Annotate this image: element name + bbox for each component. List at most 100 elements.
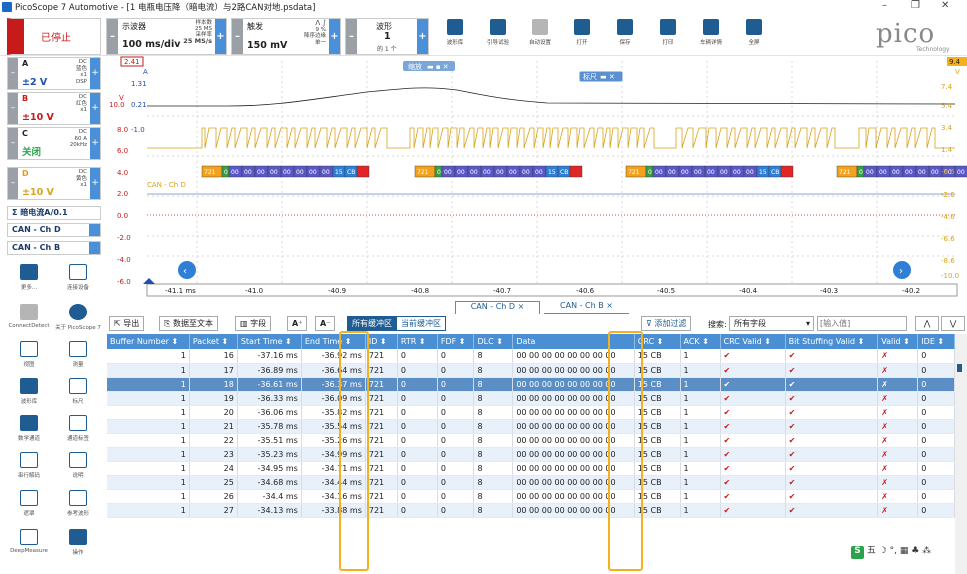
channel-c-range[interactable]: 关闭	[22, 147, 42, 158]
stop-button[interactable]: 已停止	[7, 18, 101, 55]
measure-button[interactable]: 测量	[54, 341, 102, 368]
scope-view[interactable]: 721 0 00 00 00 00 00 00 00 00 15 CB 721 0 00 00 00 00 00 00…	[107, 56, 967, 299]
guided-test-button[interactable]: 引导试验	[480, 18, 516, 48]
timebase-decrease-button[interactable]: –	[107, 19, 118, 54]
channel-d-increase[interactable]: +	[90, 168, 100, 199]
table-row[interactable]: 1 22 -35.51 ms -35.26 ms 721 0 0 8 00 00 00 00 0…	[107, 433, 955, 448]
channel-a-range[interactable]: ±2 V	[22, 77, 48, 88]
connectdetect-button[interactable]: ConnectDetect	[5, 304, 53, 329]
notes-button[interactable]: 说明	[54, 452, 102, 479]
waveform-next-button[interactable]: +	[417, 19, 428, 54]
waveform-library-button[interactable]: 波形库	[437, 18, 473, 48]
mask-button[interactable]: 遮罩	[5, 490, 53, 517]
channel-a[interactable]: – A DC 蓝色 x1 DSP ±2 V +	[7, 57, 101, 90]
open-button[interactable]: 打开	[564, 18, 600, 48]
data-to-text-button[interactable]: ⎘ 数据至文本	[159, 316, 218, 331]
trash-icon[interactable]	[89, 242, 100, 254]
channel-c-increase[interactable]: +	[90, 128, 100, 159]
fullscreen-button[interactable]: 全屏	[736, 18, 772, 48]
print-button[interactable]: 打印	[650, 18, 686, 48]
reference-button[interactable]: 参考波形	[54, 490, 102, 517]
restore-button[interactable]: ❐	[911, 0, 920, 11]
tab-can-d[interactable]: CAN - Ch D ×	[455, 301, 540, 314]
table-scrollbar[interactable]	[955, 334, 967, 574]
table-row[interactable]: 1 18 -36.61 ms -36.37 ms 721 0 0 8 00 00 00 00 0…	[107, 377, 955, 392]
fields-button[interactable]: ▥ 字段	[235, 316, 272, 331]
channel-d[interactable]: – D DC 黄色 x1 ±10 V +	[7, 167, 101, 200]
trigger-level[interactable]: 150 mV	[247, 40, 288, 51]
timebase-increase-button[interactable]: +	[215, 19, 226, 54]
column-header[interactable]: End Time ⬍	[301, 334, 366, 349]
trigger-increase-button[interactable]: +	[329, 19, 340, 54]
column-header[interactable]: Start Time ⬍	[237, 334, 302, 349]
serial-can-d-button[interactable]: CAN - Ch D	[7, 223, 101, 237]
column-header[interactable]: Bit Stuffing Valid ⬍	[785, 334, 879, 349]
channel-labels-button[interactable]: 通道标签	[54, 415, 102, 442]
serial-decode-button[interactable]: 串行解码	[5, 452, 53, 479]
column-header[interactable]: Data	[512, 334, 635, 349]
current-buffer-button[interactable]: 当前缓冲区	[396, 316, 446, 331]
table-row[interactable]: 1 24 -34.95 ms -34.71 ms 721 0 0 8 00 00 00 00 0…	[107, 461, 955, 476]
math-channel-button[interactable]: Σ 暗电流A/0.1	[7, 206, 101, 220]
search-down-button[interactable]: ⋁	[941, 316, 965, 331]
column-header[interactable]: ID ⬍	[365, 334, 398, 349]
serial-can-b-button[interactable]: CAN - Ch B	[7, 241, 101, 255]
column-header[interactable]: Buffer Number ⬍	[107, 334, 190, 349]
view-button[interactable]: 视图	[5, 341, 53, 368]
column-header[interactable]: RTR ⬍	[397, 334, 438, 349]
math-channels-button[interactable]: 数学通道	[5, 415, 53, 442]
channel-b-increase[interactable]: +	[90, 93, 100, 124]
channel-d-decrease[interactable]: –	[8, 168, 18, 199]
add-filter-button[interactable]: ⊽ 添加过滤	[641, 316, 692, 331]
channel-b-decrease[interactable]: –	[8, 93, 18, 124]
minimize-button[interactable]: –	[882, 0, 887, 11]
tab-can-b[interactable]: CAN - Ch B ×	[544, 301, 629, 314]
table-row[interactable]: 1 19 -36.33 ms -36.09 ms 721 0 0 8 00 00 00 00 0…	[107, 391, 955, 406]
column-header[interactable]: ACK ⬍	[680, 334, 721, 349]
deepmeasure-button[interactable]: DeepMeasure	[5, 529, 53, 554]
font-decrease-button[interactable]: A⁻	[315, 316, 336, 331]
table-row[interactable]: 1 25 -34.68 ms -34.44 ms 721 0 0 8 00 00 00 00 0…	[107, 475, 955, 490]
auto-setup-button[interactable]: 自动设置	[522, 18, 558, 48]
save-button[interactable]: 保存	[607, 18, 643, 48]
table-row[interactable]: 1 17 -36.89 ms -36.64 ms 721 0 0 8 00 00 00 00 0…	[107, 363, 955, 378]
all-buffers-button[interactable]: 所有缓冲区	[347, 316, 397, 331]
waveform-number[interactable]: 1	[384, 31, 391, 42]
search-input[interactable]	[817, 316, 907, 331]
trash-icon[interactable]	[89, 224, 100, 236]
vehicle-details-button[interactable]: 车辆详情	[693, 18, 729, 48]
library-button[interactable]: 波形库	[5, 378, 53, 405]
ruler-button[interactable]: 标尺	[54, 378, 102, 405]
table-row[interactable]: 1 16 -37.16 ms -36.92 ms 721 0 0 8 00 00 00 00 0…	[107, 349, 955, 364]
column-header[interactable]: Valid ⬍	[877, 334, 919, 349]
waveform-prev-button[interactable]: –	[346, 19, 357, 54]
column-header[interactable]: DLC ⬍	[473, 334, 514, 349]
actions-button[interactable]: 操作	[54, 529, 102, 556]
table-row[interactable]: 1 27 -34.13 ms -33.88 ms 721 0 0 8 00 00 00 00 0…	[107, 503, 955, 518]
more-button[interactable]: 更多...	[5, 264, 53, 291]
channel-a-increase[interactable]: +	[90, 58, 100, 89]
channel-d-range[interactable]: ±10 V	[22, 187, 54, 198]
search-up-button[interactable]: ⋀	[915, 316, 939, 331]
channel-c-decrease[interactable]: –	[8, 128, 18, 159]
column-header[interactable]: FDF ⬍	[437, 334, 475, 349]
channel-c[interactable]: – C DC 60 A 20kHz 关闭 +	[7, 127, 101, 160]
table-row[interactable]: 1 23 -35.23 ms -34.99 ms 721 0 0 8 00 00 00 00 0…	[107, 447, 955, 462]
font-increase-button[interactable]: A⁺	[287, 316, 308, 331]
column-header[interactable]: CRC ⬍	[634, 334, 681, 349]
trigger-decrease-button[interactable]: –	[232, 19, 243, 54]
channel-b-range[interactable]: ±10 V	[22, 112, 54, 123]
table-row[interactable]: 1 20 -36.06 ms -35.82 ms 721 0 0 8 00 00 00 00 0…	[107, 405, 955, 420]
about-button[interactable]: 关于 PicoScope 7	[54, 304, 102, 331]
connect-device-button[interactable]: 连接设备	[54, 264, 102, 291]
close-button[interactable]: ✕	[941, 0, 950, 11]
table-row[interactable]: 1 26 -34.4 ms -34.16 ms 721 0 0 8 00 00 00 00 00…	[107, 489, 955, 504]
ime-toolbar[interactable]: S 五 ☽ °, ▦ ♣ ⁂	[851, 543, 961, 559]
channel-b[interactable]: – B DC 红色 x1 ±10 V +	[7, 92, 101, 125]
export-button[interactable]: ⇱ 导出	[109, 316, 145, 331]
table-row[interactable]: 1 21 -35.78 ms -35.54 ms 721 0 0 8 00 00 00 00 0…	[107, 419, 955, 434]
column-header[interactable]: IDE ⬍	[917, 334, 955, 349]
channel-a-decrease[interactable]: –	[8, 58, 18, 89]
column-header[interactable]: CRC Valid ⬍	[720, 334, 786, 349]
timebase-value[interactable]: 100 ms/div	[122, 39, 181, 50]
